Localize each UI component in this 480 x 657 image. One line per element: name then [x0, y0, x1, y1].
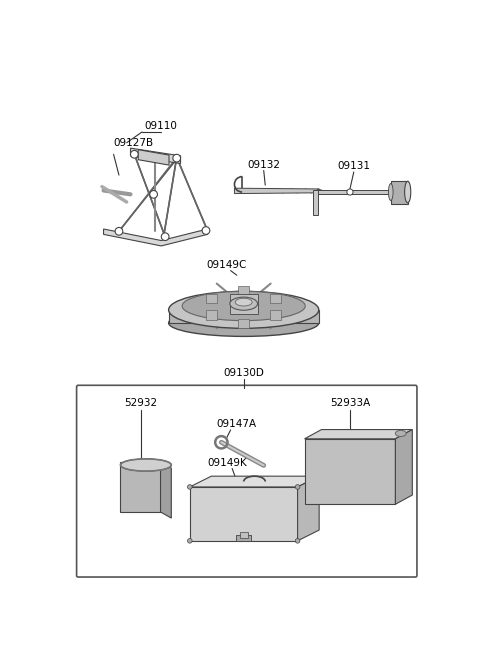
Circle shape: [115, 227, 123, 235]
Ellipse shape: [168, 309, 319, 336]
Polygon shape: [270, 311, 281, 320]
Text: 09147A: 09147A: [216, 419, 257, 429]
Ellipse shape: [168, 291, 319, 328]
Polygon shape: [313, 190, 318, 215]
Polygon shape: [120, 462, 160, 512]
Bar: [236, 535, 252, 541]
Circle shape: [188, 539, 192, 543]
Polygon shape: [104, 229, 207, 246]
Bar: [240, 532, 248, 538]
Polygon shape: [234, 188, 319, 194]
Text: 52933A: 52933A: [330, 398, 370, 409]
Circle shape: [295, 539, 300, 543]
Polygon shape: [238, 286, 249, 295]
Polygon shape: [270, 294, 281, 303]
Ellipse shape: [235, 298, 252, 306]
Polygon shape: [396, 430, 412, 505]
Polygon shape: [391, 181, 408, 204]
Text: 52932: 52932: [124, 398, 157, 409]
Ellipse shape: [405, 181, 411, 203]
Polygon shape: [190, 487, 298, 541]
Text: 09130D: 09130D: [223, 368, 264, 378]
Polygon shape: [206, 294, 217, 303]
Text: 09149K: 09149K: [207, 458, 247, 468]
Text: 09110: 09110: [145, 121, 178, 131]
Ellipse shape: [388, 183, 393, 200]
Text: 09131: 09131: [337, 161, 370, 171]
Ellipse shape: [182, 291, 305, 321]
Polygon shape: [206, 311, 217, 320]
Polygon shape: [160, 462, 171, 518]
Polygon shape: [168, 310, 319, 323]
FancyBboxPatch shape: [77, 385, 417, 577]
Polygon shape: [131, 148, 180, 164]
Polygon shape: [318, 189, 325, 193]
Circle shape: [347, 189, 353, 195]
Circle shape: [131, 150, 138, 158]
Polygon shape: [238, 319, 249, 328]
Circle shape: [188, 485, 192, 489]
Ellipse shape: [120, 459, 171, 471]
Text: 09132: 09132: [247, 160, 280, 170]
Text: 09127B: 09127B: [114, 138, 154, 148]
Polygon shape: [230, 294, 258, 313]
Circle shape: [150, 191, 157, 198]
Ellipse shape: [396, 430, 406, 436]
Polygon shape: [304, 430, 412, 439]
Polygon shape: [304, 439, 396, 505]
Polygon shape: [298, 476, 319, 541]
Polygon shape: [138, 150, 169, 165]
Circle shape: [202, 227, 210, 235]
Circle shape: [295, 485, 300, 489]
Circle shape: [173, 154, 180, 162]
Text: 09149C: 09149C: [206, 260, 247, 270]
Ellipse shape: [230, 297, 258, 310]
Polygon shape: [315, 190, 392, 194]
Polygon shape: [190, 476, 319, 487]
Circle shape: [161, 233, 169, 240]
